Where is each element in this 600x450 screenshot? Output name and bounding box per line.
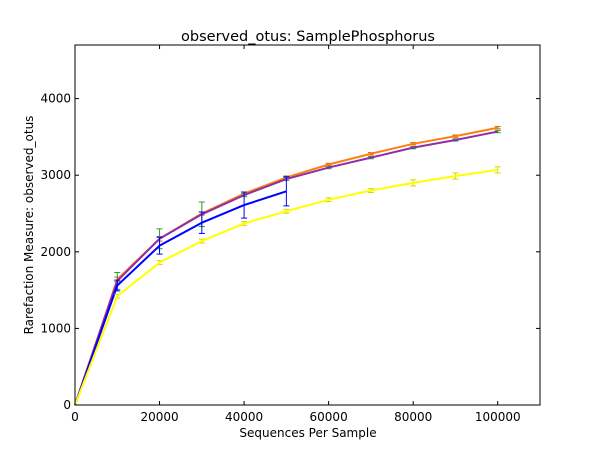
series-1 (74, 129, 501, 406)
x-axis-label: Sequences Per Sample (239, 426, 376, 440)
x-axis: 0 20000 40000 60000 80000 100000 (71, 45, 521, 424)
x-tick-label: 0 (71, 410, 79, 424)
y-tick-label: 3000 (40, 168, 71, 182)
series-3 (74, 166, 501, 406)
y-tick-label: 2000 (40, 245, 71, 259)
y-tick-label: 4000 (40, 92, 71, 106)
series-line (74, 130, 498, 406)
x-tick-label: 40000 (225, 410, 263, 424)
x-tick-label: 60000 (310, 410, 348, 424)
y-tick-label: 1000 (40, 321, 71, 335)
x-tick-label: 100000 (475, 410, 521, 424)
x-tick-label: 80000 (394, 410, 432, 424)
series-line (74, 190, 287, 406)
plot-frame (74, 44, 541, 406)
series-line (74, 168, 498, 406)
y-axis-label: Rarefaction Measure: observed_otus (22, 116, 36, 335)
plot-area (74, 126, 501, 406)
series-2 (74, 176, 290, 406)
y-tick-label: 0 (63, 398, 71, 412)
x-tick-label: 20000 (140, 410, 178, 424)
y-axis: 0 1000 2000 3000 4000 (40, 92, 540, 412)
chart-title: observed_otus: SamplePhosphorus (181, 29, 435, 45)
